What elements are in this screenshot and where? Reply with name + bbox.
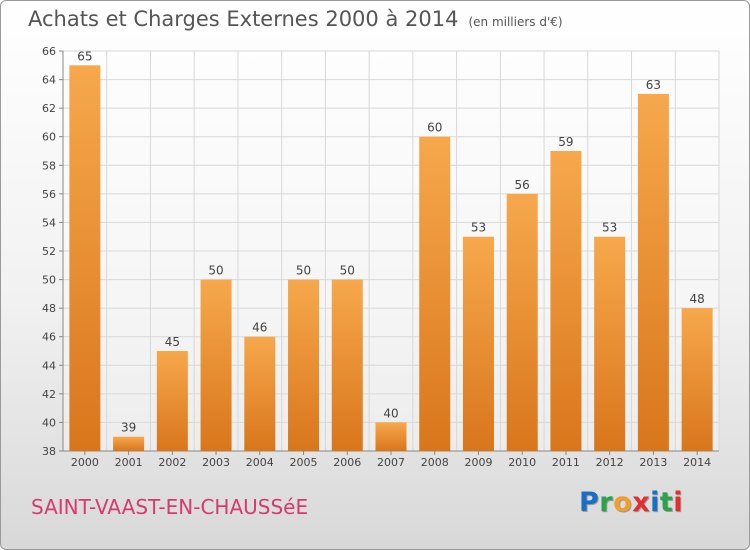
y-tick-label: 66	[42, 45, 56, 58]
y-tick-label: 40	[42, 416, 56, 429]
x-tick-label: 2010	[508, 456, 536, 469]
x-tick-label: 2002	[158, 456, 186, 469]
y-tick-label: 50	[42, 274, 56, 287]
logo-letter: P	[579, 487, 600, 518]
x-tick-label: 2009	[464, 456, 492, 469]
y-tick-label: 48	[42, 302, 56, 315]
bar	[69, 65, 101, 452]
bar	[288, 279, 320, 451]
y-tick-label: 44	[42, 359, 56, 372]
data-label: 45	[165, 335, 180, 349]
x-tick-label: 2007	[377, 456, 405, 469]
data-label: 50	[296, 264, 311, 278]
y-tick-label: 52	[42, 245, 56, 258]
logo-letter: t	[659, 487, 674, 518]
bar	[200, 279, 232, 451]
x-tick-label: 2011	[552, 456, 580, 469]
data-label: 46	[252, 321, 267, 335]
chart-header: Achats et Charges Externes 2000 à 2014 (e…	[28, 7, 563, 31]
logo-letter: o	[613, 487, 633, 518]
data-label: 59	[558, 135, 573, 149]
x-tick-label: 2006	[333, 456, 361, 469]
x-tick-label: 2000	[71, 456, 99, 469]
bar	[506, 193, 538, 451]
x-tick-label: 2008	[421, 456, 449, 469]
data-label: 50	[340, 264, 355, 278]
x-tick-label: 2004	[246, 456, 274, 469]
data-label: 50	[208, 264, 223, 278]
bar	[156, 351, 188, 451]
bar	[244, 336, 276, 451]
bar	[594, 236, 626, 451]
bar	[550, 151, 582, 451]
data-label: 65	[77, 49, 92, 63]
bar	[681, 308, 713, 451]
y-tick-label: 56	[42, 188, 56, 201]
x-tick-label: 2001	[115, 456, 143, 469]
bar	[375, 422, 407, 451]
data-label: 60	[427, 121, 442, 135]
x-tick-label: 2012	[596, 456, 624, 469]
bar	[113, 436, 145, 451]
y-tick-label: 42	[42, 388, 56, 401]
bar	[462, 236, 494, 451]
logo-letter: i	[673, 487, 684, 518]
x-tick-label: 2005	[290, 456, 318, 469]
data-label: 56	[515, 178, 530, 192]
x-tick-label: 2003	[202, 456, 230, 469]
y-tick-label: 38	[42, 445, 56, 458]
x-tick-label: 2014	[683, 456, 711, 469]
y-tick-label: 54	[42, 216, 56, 229]
y-tick-label: 58	[42, 159, 56, 172]
y-tick-label: 46	[42, 331, 56, 344]
data-label: 53	[602, 221, 617, 235]
bar	[419, 136, 451, 451]
bar	[331, 279, 363, 451]
data-label: 53	[471, 221, 486, 235]
chart-title: Achats et Charges Externes 2000 à 2014	[28, 7, 459, 31]
logo-letter: x	[632, 487, 651, 518]
logo-letter: i	[650, 487, 660, 518]
unit-note: (en milliers d'€)	[468, 15, 563, 29]
commune-name: SAINT-VAAST-EN-CHAUSSéE	[31, 495, 309, 519]
proxiti-logo: Proxiti	[579, 487, 683, 518]
data-label: 48	[689, 292, 704, 306]
y-tick-label: 64	[42, 74, 56, 87]
data-label: 63	[646, 78, 661, 92]
data-label: 39	[121, 421, 136, 435]
data-label: 40	[383, 406, 398, 420]
y-tick-label: 60	[42, 131, 56, 144]
logo-letter: r	[599, 487, 614, 518]
y-tick-label: 62	[42, 102, 56, 115]
bar	[637, 93, 669, 451]
x-tick-label: 2013	[639, 456, 667, 469]
